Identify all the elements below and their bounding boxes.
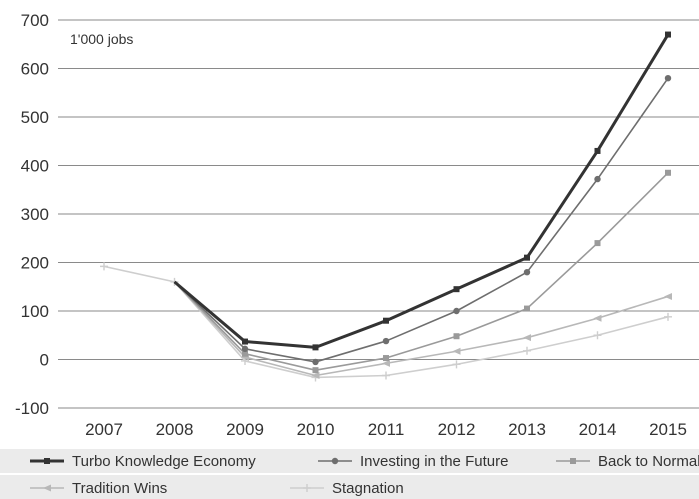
data-point [382, 359, 390, 367]
data-point [594, 240, 601, 247]
data-point [524, 305, 530, 312]
legend: Turbo Knowledge Economy Investing in the … [0, 449, 699, 499]
series-back-to-normal [173, 169, 671, 374]
data-point [523, 334, 531, 342]
data-point [452, 347, 461, 355]
legend-marker [44, 458, 50, 464]
data-point [523, 346, 531, 355]
y-tick-label: 600 [21, 60, 49, 79]
legend-marker [331, 457, 339, 465]
y-tick-label: 200 [21, 254, 49, 273]
series-tradition-wins [173, 281, 672, 380]
data-point [665, 169, 671, 176]
legend-marker [570, 458, 576, 464]
data-point [311, 372, 320, 380]
data-point [453, 333, 460, 340]
x-tick-labels: 2007 2008 2009 2010 2011 2012 2013 2014 2015 [85, 420, 687, 439]
unit-label: 1'000 jobs [70, 31, 133, 47]
x-tick-label: 2008 [156, 420, 194, 439]
series-turbo-knowledge-economy [173, 31, 671, 351]
series-line [173, 172, 669, 371]
y-tick-label: -100 [15, 399, 49, 418]
y-tick-label: 400 [21, 157, 49, 176]
legend-label: Back to Normal [598, 453, 699, 470]
x-tick-label: 2009 [226, 420, 264, 439]
data-point [383, 355, 389, 362]
data-point [665, 31, 671, 38]
data-point [593, 314, 602, 322]
x-tick-label: 2015 [649, 420, 687, 439]
y-tick-label: 700 [21, 11, 49, 30]
series-line [173, 281, 669, 377]
y-tick-labels: -100 0 100 200 300 400 500 600 700 [15, 11, 49, 418]
data-point [453, 307, 460, 315]
data-point [594, 175, 601, 183]
data-point [100, 262, 108, 271]
data-point [664, 292, 672, 300]
series-lines [100, 31, 672, 382]
data-point [242, 350, 248, 357]
data-point [312, 358, 319, 366]
legend-item: Stagnation [290, 480, 404, 497]
legend-item: Investing in the Future [318, 453, 508, 470]
legend-item: Turbo Knowledge Economy [30, 453, 256, 470]
data-point [382, 337, 390, 345]
x-tick-label: 2010 [297, 420, 335, 439]
data-point [523, 269, 531, 276]
series-line [173, 77, 669, 363]
data-point [524, 254, 530, 261]
legend-label: Tradition Wins [72, 480, 167, 497]
legend-label: Turbo Knowledge Economy [72, 453, 256, 470]
legend-marker [303, 484, 311, 492]
legend-marker [43, 484, 51, 492]
series-investing-in-the-future [173, 75, 672, 366]
grid-lines [58, 19, 699, 409]
y-tick-label: 500 [21, 108, 49, 127]
x-tick-label: 2007 [85, 420, 123, 439]
y-tick-label: 300 [21, 205, 49, 224]
data-point [382, 371, 390, 380]
x-tick-label: 2012 [438, 420, 476, 439]
data-point [664, 312, 672, 321]
data-point [593, 331, 602, 340]
data-point [312, 344, 319, 351]
data-point [594, 147, 601, 154]
x-tick-label: 2011 [368, 420, 405, 439]
x-tick-label: 2014 [579, 420, 617, 439]
data-point [664, 75, 672, 82]
data-point [453, 286, 460, 293]
legend-label: Stagnation [332, 480, 404, 497]
legend-item: Tradition Wins [30, 480, 167, 497]
data-point [383, 317, 389, 324]
legend-item: Back to Normal [556, 453, 699, 470]
legend-label: Investing in the Future [360, 453, 508, 470]
y-tick-label: 0 [40, 351, 49, 370]
x-tick-label: 2013 [508, 420, 546, 439]
y-tick-label: 100 [21, 302, 49, 321]
data-point [312, 367, 319, 374]
data-point [242, 338, 248, 345]
series-line [173, 33, 670, 349]
data-point [452, 360, 461, 369]
data-point [241, 345, 249, 353]
